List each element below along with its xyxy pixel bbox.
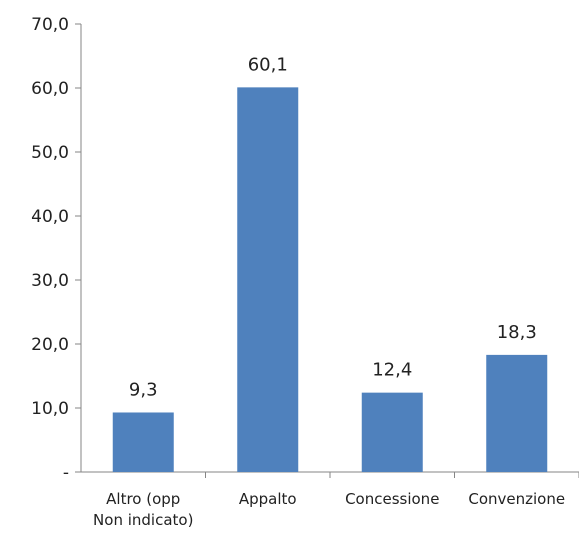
x-axis-category-labels: Altro (opp Non indicato) Appalto Concession…	[93, 490, 565, 529]
y-tick-label: 50,0	[31, 143, 69, 163]
x-category-label: Concessione	[345, 490, 439, 508]
y-axis-tick-labels: - 10,0 20,0 30,0 40,0 50,0 60,0 70,0	[31, 15, 69, 483]
x-category-label: Appalto	[239, 490, 297, 508]
y-tick-label: 70,0	[31, 15, 69, 35]
bar	[361, 392, 423, 472]
y-tick-label: 60,0	[31, 79, 69, 99]
y-tick-label: 20,0	[31, 335, 69, 355]
x-category-label: Convenzione	[468, 490, 565, 508]
bar	[486, 354, 548, 472]
data-label: 12,4	[372, 360, 412, 381]
y-tick-label: 40,0	[31, 207, 69, 227]
chart-bars	[112, 87, 548, 473]
data-label: 18,3	[497, 322, 537, 343]
y-tick-label: 30,0	[31, 271, 69, 291]
x-category-label: Non indicato)	[93, 511, 193, 529]
bar	[237, 87, 299, 473]
y-tick-label: -	[63, 463, 69, 483]
x-category-label: Altro (opp	[106, 490, 180, 508]
bar	[112, 412, 174, 472]
data-labels: 9,3 60,1 12,4 18,3	[129, 54, 537, 400]
data-label: 60,1	[248, 54, 288, 75]
data-label: 9,3	[129, 379, 158, 400]
y-tick-label: 10,0	[31, 399, 69, 419]
